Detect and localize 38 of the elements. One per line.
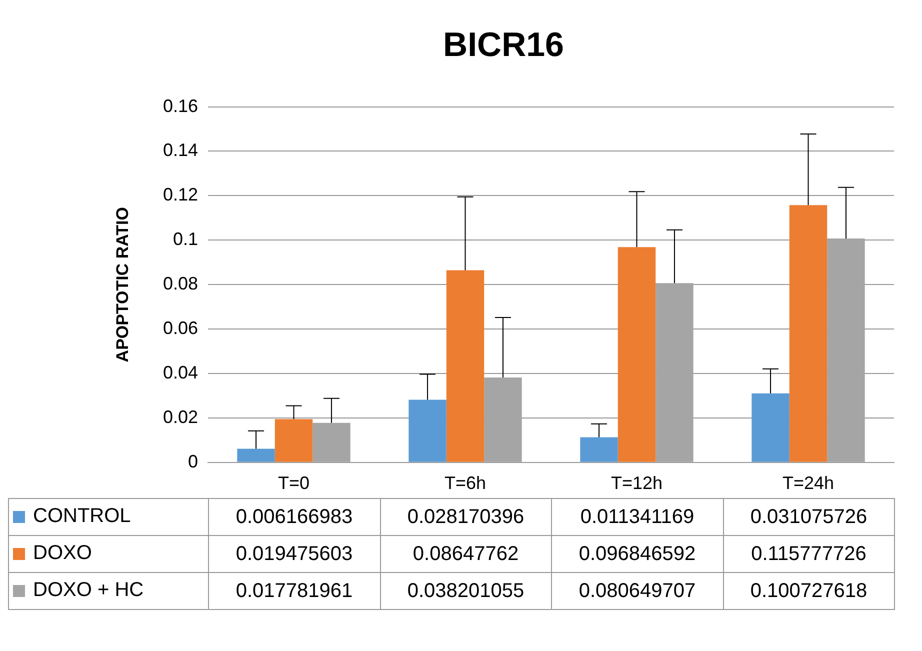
data-label: 0.038201055: [380, 572, 552, 610]
y-tick-label: 0.12: [162, 184, 198, 205]
x-tick-label: T=0: [278, 473, 310, 494]
y-axis-title: APOPTOTIC RATIO: [112, 206, 132, 362]
bar: [446, 270, 484, 462]
y-tick-label: 0: [188, 451, 198, 472]
data-label: 0.115777726: [723, 536, 894, 572]
data-label: 0.08647762: [380, 536, 552, 572]
y-tick-label: 0.1: [172, 229, 198, 250]
y-tick-label: 0.14: [162, 140, 198, 160]
y-tick-label: 0.08: [162, 274, 198, 294]
data-label: 0.100727618: [723, 572, 894, 610]
data-label: 0.006166983: [208, 498, 380, 536]
x-tick-label: T=24h: [782, 473, 834, 494]
legend-label: DOXO: [33, 542, 92, 565]
bar: [580, 437, 618, 462]
data-label: 0.096846592: [552, 536, 723, 572]
data-label: 0.031075726: [723, 498, 894, 536]
data-label: 0.017781961: [208, 572, 380, 610]
data-label: 0.080649707: [552, 572, 723, 610]
y-tick-label: 0.06: [162, 318, 198, 338]
chart-title: BICR16: [443, 26, 564, 64]
bar: [274, 419, 313, 462]
bar: [408, 400, 446, 462]
bar: [752, 393, 790, 462]
y-tick-label: 0.02: [162, 406, 198, 427]
legend-label: DOXO + HC: [33, 580, 144, 602]
y-tick-label: 0.04: [162, 362, 198, 382]
x-tick-label: T=6h: [444, 473, 486, 494]
data-label: 0.028170396: [380, 498, 552, 536]
legend-label: CONTROL: [33, 506, 131, 528]
bar: [618, 247, 656, 462]
bar: [237, 448, 275, 462]
data-label: 0.011341169: [552, 498, 723, 536]
x-tick-label: T=12h: [610, 473, 663, 494]
y-tick-label: 0.16: [162, 96, 198, 116]
bar: [789, 205, 828, 462]
data-label: 0.019475603: [208, 536, 380, 572]
